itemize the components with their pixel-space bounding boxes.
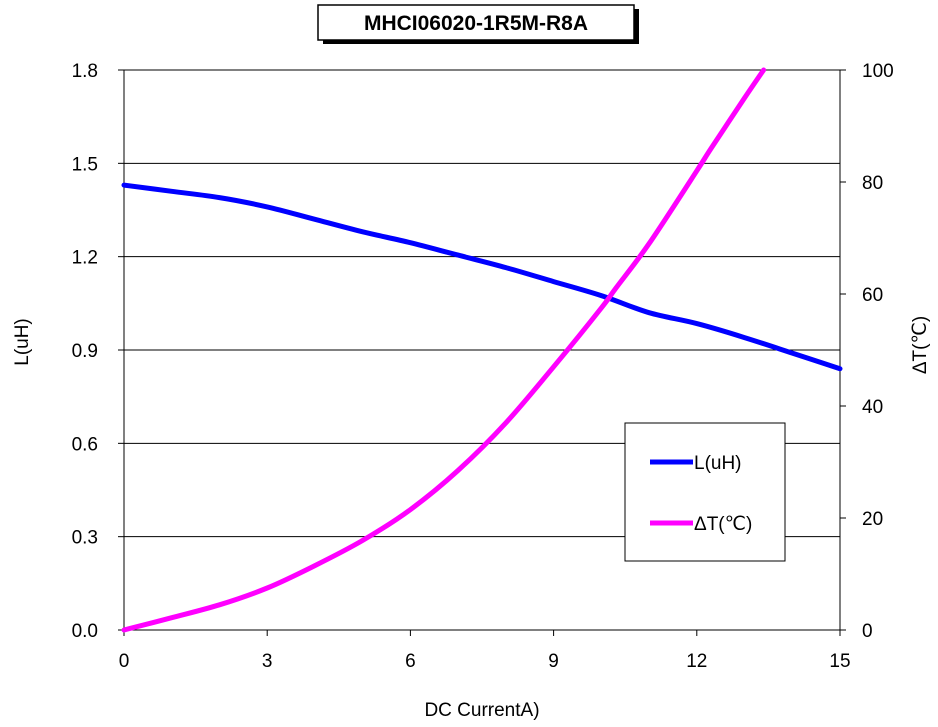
chart-title-box: MHCI06020-1R5M-R8A (317, 4, 639, 44)
x-tick-label: 15 (829, 651, 850, 672)
series-line-l (121, 182, 843, 372)
legend: L(uH) ΔT(℃) (624, 422, 786, 562)
y-axis-right: 0 20 40 60 80 100 (840, 61, 894, 642)
y2-tick-label: 80 (862, 173, 883, 194)
y2-axis-label: ΔT(℃) (910, 316, 931, 374)
x-axis-label: DC CurrentA) (424, 700, 539, 721)
series-line-dt (121, 67, 767, 633)
x-tick-label: 9 (548, 651, 559, 672)
x-tick-label: 3 (262, 651, 273, 672)
y-tick-label: 1.2 (72, 248, 98, 269)
series-layer (121, 67, 843, 633)
y2-tick-label: 0 (862, 621, 873, 642)
x-tick-label: 0 (119, 651, 130, 672)
y-tick-label: 1.5 (72, 154, 98, 175)
y-tick-label: 1.8 (72, 61, 98, 82)
y2-tick-label: 40 (862, 397, 883, 418)
x-axis: 0 3 6 9 12 15 (119, 630, 851, 672)
y-tick-label: 0.3 (72, 528, 98, 549)
chart-title: MHCI06020-1R5M-R8A (364, 12, 588, 35)
y-axis-label: L(uH) (12, 318, 33, 366)
legend-label-dt: ΔT(℃) (694, 514, 752, 535)
y2-tick-label: 100 (862, 61, 894, 82)
x-tick-label: 12 (686, 651, 707, 672)
y2-tick-label: 20 (862, 509, 883, 530)
y-tick-label: 0.9 (72, 341, 98, 362)
y2-tick-label: 60 (862, 285, 883, 306)
x-tick-label: 6 (405, 651, 416, 672)
y-tick-label: 0.6 (72, 434, 98, 455)
legend-box (624, 422, 786, 562)
legend-label-l: L(uH) (694, 453, 742, 474)
y-axis-left: 0.0 0.3 0.6 0.9 1.2 1.5 1.8 (72, 61, 124, 642)
y-tick-label: 0.0 (72, 621, 98, 642)
